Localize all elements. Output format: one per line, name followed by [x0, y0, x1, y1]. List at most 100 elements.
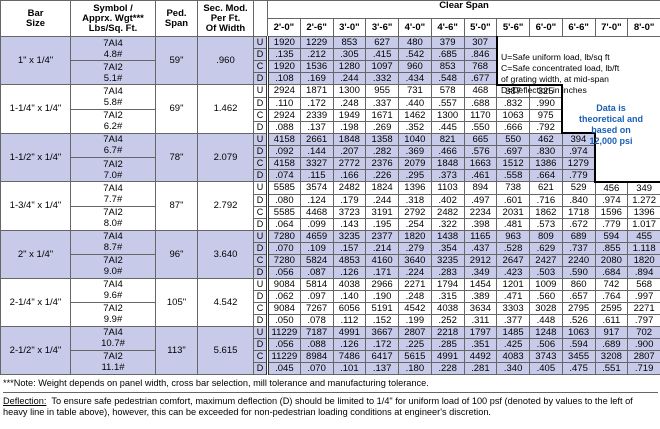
value-cell: .050 [266, 313, 301, 327]
value-cell: 4083 [496, 349, 530, 363]
value-cell: 3235 [332, 229, 367, 243]
span-header: 7'-0" [594, 18, 629, 37]
value-cell: 2377 [365, 229, 399, 243]
value-cell: 821 [430, 132, 465, 146]
value-cell: .352 [398, 120, 432, 134]
row-letter: U [253, 325, 268, 339]
table-row: D .074.115.166.226.295.373.461.558.664.77… [1, 169, 660, 182]
symbol-code: 7AI4 [103, 134, 123, 146]
symbol-weight: 6.7# [103, 145, 123, 157]
header-text: Symbol / [93, 2, 133, 14]
span-header: 4'-6" [430, 18, 465, 37]
value-cell: 975 [529, 108, 564, 122]
value-cell: .099 [299, 217, 334, 231]
value-cell: 1063 [496, 108, 530, 122]
value-cell: 955 [365, 84, 399, 98]
value-cell: .169 [299, 72, 334, 85]
row-letter: D [253, 337, 268, 351]
value-cell: .846 [463, 48, 498, 61]
value-cell: 3634 [463, 301, 498, 315]
value-cell: 1794 [430, 277, 465, 291]
value-cell: .974 [561, 145, 596, 158]
value-cell: .101 [332, 361, 367, 375]
value-cell: .440 [398, 96, 432, 110]
value-cell: .244 [365, 193, 399, 207]
value-cell: 1358 [365, 132, 399, 146]
value-cell: .697 [496, 145, 530, 158]
value-cell: .475 [561, 361, 596, 375]
value-cell: 1596 [594, 205, 629, 219]
empty-cell [595, 97, 628, 109]
value-cell: .226 [365, 169, 399, 182]
value-cell: .143 [332, 217, 367, 231]
value-cell: 4038 [430, 301, 465, 315]
value-cell: 1103 [430, 181, 465, 195]
value-cell: 1512 [496, 157, 530, 170]
value-cell: 2595 [594, 301, 629, 315]
span-header: 8'-0" [627, 18, 660, 37]
value-cell: .354 [430, 241, 465, 255]
header-text: Size [25, 17, 45, 29]
value-cell: .062 [266, 289, 301, 303]
deflection-label: Deflection: [3, 395, 47, 406]
value-cell: 307 [463, 36, 498, 49]
value-cell: .974 [594, 193, 629, 207]
table-row: D .064.099.143.195.254.322.398.481.573.67… [1, 217, 660, 231]
ped-span: 105" [155, 277, 198, 327]
symbol-code: 7AI4 [103, 85, 123, 97]
symbol: 7AI2 5.1# [70, 60, 156, 85]
value-cell: .254 [398, 217, 432, 231]
symbol: 7AI4 4.8# [70, 36, 156, 61]
row-letter: C [253, 253, 268, 267]
value-cell: 4659 [299, 229, 334, 243]
table-row: 1" x 1/4" 7AI4 4.8# 59" .960 U 1920 1229 853 627 4… [0, 36, 660, 85]
value-cell: 809 [529, 229, 563, 243]
empty-cell [496, 72, 530, 85]
value-cell: 1300 [430, 108, 465, 122]
header-cell: Ped. Span [155, 0, 198, 37]
table-row: 7AI2 7.0# C 4158 3327 2772 2376 2079 1848 1663 151… [1, 157, 660, 182]
table-row: D .080.124.179.244.318.402.497.601.716.84… [1, 193, 660, 207]
value-cell: 1920 [266, 36, 301, 49]
empty-cell [496, 60, 530, 73]
value-cell: 1386 [529, 157, 563, 170]
value-cell: .322 [430, 217, 465, 231]
value-cell: .282 [365, 145, 399, 158]
value-cell: .088 [266, 120, 301, 134]
value-cell: .349 [463, 265, 498, 279]
span-header: 2'-6" [299, 18, 334, 37]
table-row: D .135.212.305.415.542.685.846 [1, 48, 660, 61]
bar-size: 1" x 1/4" [0, 36, 71, 85]
value-cell: .080 [266, 193, 301, 207]
value-cell: .351 [463, 337, 498, 351]
table-row: D .056.087.126.171.224.283.349.423.503.59… [1, 265, 660, 279]
row-letter: U [253, 132, 268, 146]
table-row: 2-1/2" x 1/4" 7AI4 10.7# 113" 5.615 U 11229 718… [0, 325, 660, 375]
symbol-code: 7AI4 [103, 327, 123, 338]
value-cell: 963 [496, 229, 530, 243]
row-letter: D [253, 96, 268, 110]
value-cell: 7187 [299, 325, 334, 339]
value-cell: 1248 [529, 325, 563, 339]
value-cell: 1824 [365, 181, 399, 195]
empty-cell [595, 169, 628, 182]
symbol-code: 7AI2 [103, 303, 123, 314]
value-cell: .503 [529, 265, 563, 279]
value-cell: .248 [398, 289, 432, 303]
value-cell: 3723 [332, 205, 367, 219]
value-cell: .840 [561, 193, 596, 207]
value-cell: 1848 [332, 132, 367, 146]
value-cell: 2271 [627, 301, 660, 315]
header-cell: Bar Size [0, 0, 71, 37]
ped-span: 96" [155, 229, 198, 279]
value-cell: 468 [463, 84, 498, 98]
header-text: Span [164, 17, 189, 29]
value-cell: 2080 [594, 253, 629, 267]
span-header: 4'-0" [398, 18, 432, 37]
value-cell: 7280 [266, 253, 301, 267]
table-row: 1-1/2" x 1/4" 7AI4 6.7# 78" 2.079 U 4158 2661 18… [0, 132, 660, 182]
value-cell: 7486 [332, 349, 367, 363]
symbol-weight: 11.1# [101, 362, 125, 373]
value-cell: 480 [398, 36, 432, 49]
